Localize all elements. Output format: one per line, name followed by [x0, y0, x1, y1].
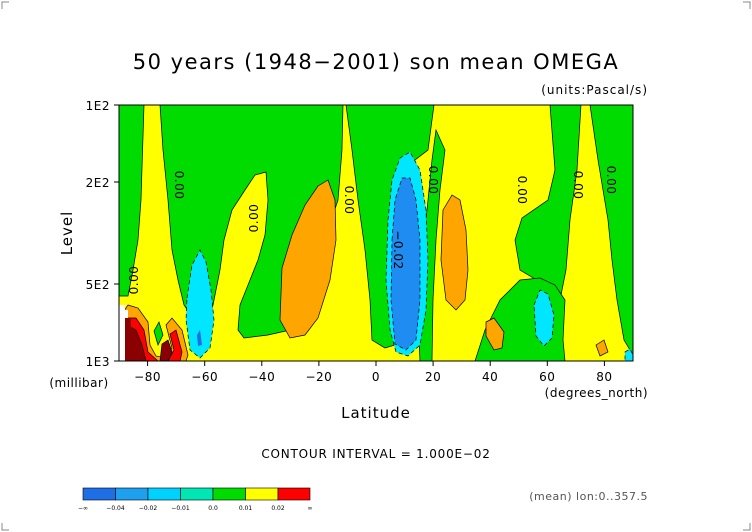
colorbar-label: 0.02	[271, 505, 285, 512]
y-tick-label: 1E3	[86, 355, 110, 369]
x-unit-label: (degrees_north)	[545, 386, 648, 400]
y-axis	[114, 104, 119, 362]
colorbar-swatch	[180, 487, 214, 501]
x-tick-label: 40	[482, 370, 498, 384]
x-tick-label: 80	[596, 370, 612, 384]
contour-label: 0.00	[342, 186, 356, 215]
x-tick-label: −80	[134, 370, 161, 384]
contour-interval: CONTOUR INTERVAL = 1.000E−02	[261, 447, 490, 461]
x-tick-label: 60	[539, 370, 555, 384]
orange-regions	[279, 179, 609, 357]
colorbar-labels: −∞ −0.04 −0.02 −0.01 0.0 0.01 0.02 ∞	[78, 505, 313, 512]
colorbar-label: 0.0	[208, 505, 218, 512]
x-tick-label: −40	[248, 370, 275, 384]
y-tick-label: 5E2	[86, 278, 110, 292]
colorbar-swatch	[212, 487, 246, 501]
colorbar-swatch	[115, 487, 149, 501]
chart-title: 50 years (1948−2001) son mean OMEGA	[133, 50, 619, 74]
contour-label: 0.00	[515, 176, 529, 205]
contour-label: −0.02	[391, 230, 405, 269]
colorbar-label: −0.02	[139, 505, 158, 512]
colorbar-label: −∞	[78, 505, 88, 512]
contour-labels: 0.00 0.00 0.00 0.00 −0.02 0.00 0.00 0.00…	[127, 166, 618, 295]
x-tick-label: 20	[425, 370, 441, 384]
y-tick-label: 2E2	[86, 176, 110, 190]
colorbar-label: −0.01	[171, 505, 190, 512]
y-unit-label: (millibar)	[49, 376, 108, 390]
colorbar-swatch	[245, 487, 279, 501]
blue-core	[197, 330, 202, 346]
x-tick-label: −20	[305, 370, 332, 384]
darkred-block	[125, 318, 131, 361]
units-label: (units:Pascal/s)	[541, 83, 648, 97]
missing-data-steps	[119, 305, 125, 361]
colorbar-label: −0.04	[106, 505, 125, 512]
contour-label: 0.00	[172, 171, 186, 200]
contour-label: 0.00	[571, 171, 585, 200]
contour-label: 0.00	[247, 204, 261, 233]
contour-label: 0.00	[604, 166, 618, 195]
colorbar-label: ∞	[308, 505, 313, 512]
y-axis-label: Level	[58, 211, 76, 256]
plot-area: 0.00 0.00 0.00 0.00 −0.02 0.00 0.00 0.00…	[118, 104, 634, 362]
x-tick-labels: −80 −60 −40 −20 0 20 40 60 80	[134, 370, 612, 384]
x-tick-label: 0	[372, 370, 380, 384]
strong-negative-region	[390, 177, 421, 351]
y-tick-labels: 1E2 2E2 5E2 1E3	[86, 99, 110, 369]
colorbar-swatch	[277, 487, 311, 501]
x-axis	[147, 361, 605, 366]
footer-mean-label: (mean) lon:0..357.5	[529, 490, 648, 503]
colorbar	[82, 487, 311, 501]
colorbar-swatch	[82, 487, 116, 501]
colorbar-label: 0.01	[239, 505, 253, 512]
x-axis-label: Latitude	[341, 404, 411, 422]
x-tick-label: −60	[191, 370, 218, 384]
contour-label: 0.00	[426, 166, 440, 195]
contour-label: 0.00	[127, 266, 141, 295]
colorbar-swatch	[147, 487, 181, 501]
y-tick-label: 1E2	[86, 99, 110, 113]
